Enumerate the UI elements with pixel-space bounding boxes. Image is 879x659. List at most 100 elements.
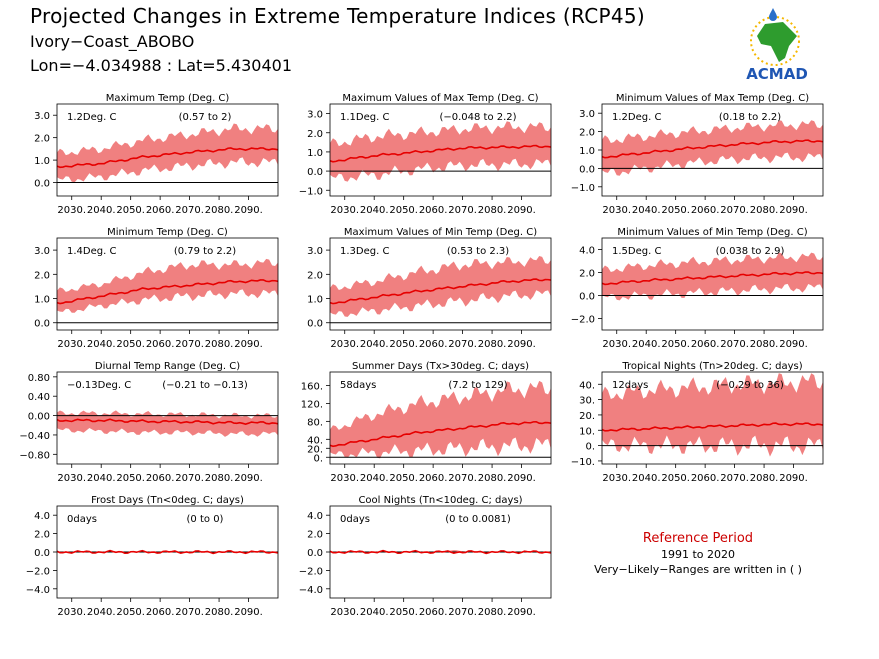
x-tick-label: 2070.: [448, 607, 477, 618]
x-tick-label: 2090.: [234, 607, 263, 618]
plot-frame: [601, 371, 824, 465]
mean-line: [330, 144, 551, 163]
plot-area: [57, 410, 278, 437]
x-tick-label: 2030.: [57, 607, 86, 618]
plot-frame: [56, 237, 279, 331]
mean-line: [602, 139, 823, 159]
likely-range-label: (0.18 to 2.2): [719, 112, 781, 123]
x-tick-label: 2060.: [146, 205, 175, 216]
y-tick-label: −1.0: [571, 183, 595, 194]
range-band: [330, 256, 551, 317]
y-tick-label: 2.0: [307, 129, 323, 140]
x-tick-label: 2040.: [360, 473, 389, 484]
y-tick-label: 10.: [579, 426, 595, 437]
y-tick-label: 2.0: [34, 134, 50, 145]
x-tick-label: 2040.: [360, 339, 389, 350]
x-tick-label: 2060.: [691, 473, 720, 484]
y-tick-label: 0.: [313, 453, 323, 464]
y-tick-label: −2.0: [571, 315, 595, 326]
likely-range-label: (−0.29 to 36): [716, 380, 784, 391]
x-tick-label: 2040.: [632, 205, 661, 216]
plot-area: [330, 256, 551, 324]
y-tick-label: 0.40: [28, 392, 50, 403]
x-tick-label: 2040.: [632, 339, 661, 350]
mean-change-label: 0days: [67, 514, 97, 525]
x-tick-label: 2070.: [720, 339, 749, 350]
x-tick-label: 2060.: [419, 607, 448, 618]
likely-range-label: (7.2 to 129): [448, 380, 507, 391]
y-tick-label: 0.0: [579, 164, 595, 175]
y-tick-label: 0.0: [307, 319, 323, 330]
y-tick-label: 3.0: [34, 111, 50, 122]
x-tick-label: 2070.: [175, 607, 204, 618]
x-tick-label: 2050.: [389, 205, 418, 216]
x-tick-label: 2070.: [448, 205, 477, 216]
mean-change-label: 12days: [612, 380, 648, 391]
y-tick-label: 2.0: [34, 270, 50, 281]
y-tick-label: 0.0: [34, 319, 50, 330]
x-tick-label: 2090.: [507, 473, 536, 484]
x-tick-label: 2050.: [389, 607, 418, 618]
x-tick-label: 2080.: [478, 339, 507, 350]
plot-area: [57, 258, 278, 324]
x-tick-label: 2030.: [57, 339, 86, 350]
likely-range-label: (0 to 0.0081): [445, 514, 511, 525]
x-tick-label: 2030.: [57, 473, 86, 484]
chart-title: Minimum Values of Min Temp (Deg. C): [617, 227, 807, 238]
y-tick-label: −2.0: [26, 566, 50, 577]
x-tick-label: 2040.: [632, 473, 661, 484]
y-tick-label: 3.0: [579, 109, 595, 120]
plot-area: [57, 549, 278, 555]
y-tick-label: −4.0: [299, 585, 323, 596]
y-tick-label: −10.: [571, 457, 595, 468]
y-tick-label: 160.: [301, 381, 323, 392]
x-tick-label: 2060.: [419, 205, 448, 216]
likely-range-label: (0.57 to 2): [179, 112, 232, 123]
chart-title: Summer Days (Tx>30deg. C; days): [352, 361, 529, 372]
likely-range-label: (0.79 to 2.2): [174, 246, 236, 257]
y-tick-label: 0.0: [34, 179, 50, 190]
x-tick-label: 2030.: [57, 205, 86, 216]
y-tick-label: 1.0: [34, 156, 50, 167]
chart-panel-1: 0.0 1.0 2.0 3.0 2030. 2040. 2050. 2060. 2070. 208…: [34, 93, 279, 216]
chart-panel-4: 0.0 1.0 2.0 3.0 2030. 2040. 2050. 2060. 2070. 208…: [34, 227, 279, 350]
chart-panel-5: 0.0 1.0 2.0 3.0 2030. 2040. 2050. 2060. 2070. 208…: [307, 227, 552, 350]
x-tick-label: 2080.: [205, 607, 234, 618]
x-tick-label: 2060.: [146, 339, 175, 350]
likely-range-label: (−0.048 to 2.2): [439, 112, 516, 123]
reference-period-years: 1991 to 2020: [660, 548, 736, 561]
x-tick-label: 2080.: [478, 473, 507, 484]
x-tick-label: 2040.: [360, 205, 389, 216]
acmad-logo: ACMAD: [746, 8, 808, 83]
x-tick-label: 2080.: [750, 205, 779, 216]
x-tick-label: 2080.: [750, 473, 779, 484]
plot-frame: [56, 103, 279, 197]
x-tick-label: 2060.: [691, 205, 720, 216]
mean-line: [602, 422, 823, 432]
range-band: [57, 410, 278, 437]
x-tick-label: 2070.: [720, 205, 749, 216]
x-tick-label: 2090.: [779, 339, 808, 350]
likely-range-label: (−0.21 to −0.13): [162, 380, 248, 391]
mean-change-label: 1.2Deg. C: [67, 112, 116, 123]
chart-title: Cool Nights (Tn<10deg. C; days): [358, 495, 522, 506]
y-tick-label: 0.0: [307, 548, 323, 559]
range-band: [602, 373, 823, 457]
chart-panel-11: −4.0 −2.0 0.0 2.0 4.0 2030. 2040. 2050. 2060. 207…: [299, 495, 552, 618]
chart-panel-10: −4.0 −2.0 0.0 2.0 4.0 2030. 2040. 2050. 2060. 207…: [26, 495, 279, 618]
x-tick-label: 2090.: [507, 205, 536, 216]
x-tick-label: 2070.: [175, 205, 204, 216]
reference-period-note: Very−Likely−Ranges are written in ( ): [594, 563, 802, 576]
plot-area: [330, 121, 551, 182]
chart-title: Maximum Temp (Deg. C): [106, 93, 230, 104]
mean-line: [330, 421, 551, 448]
mean-change-label: 0days: [340, 514, 370, 525]
range-band: [602, 120, 823, 176]
y-tick-label: 1.0: [307, 148, 323, 159]
chart-panel-8: 0.20.40.80.120.160.2030. 2040. 2050. 2060. 2…: [301, 361, 552, 484]
mean-change-label: 1.1Deg. C: [340, 112, 389, 123]
y-tick-label: 1.0: [579, 146, 595, 157]
plot-frame: [329, 237, 552, 331]
mean-change-label: −0.13Deg. C: [67, 380, 131, 391]
